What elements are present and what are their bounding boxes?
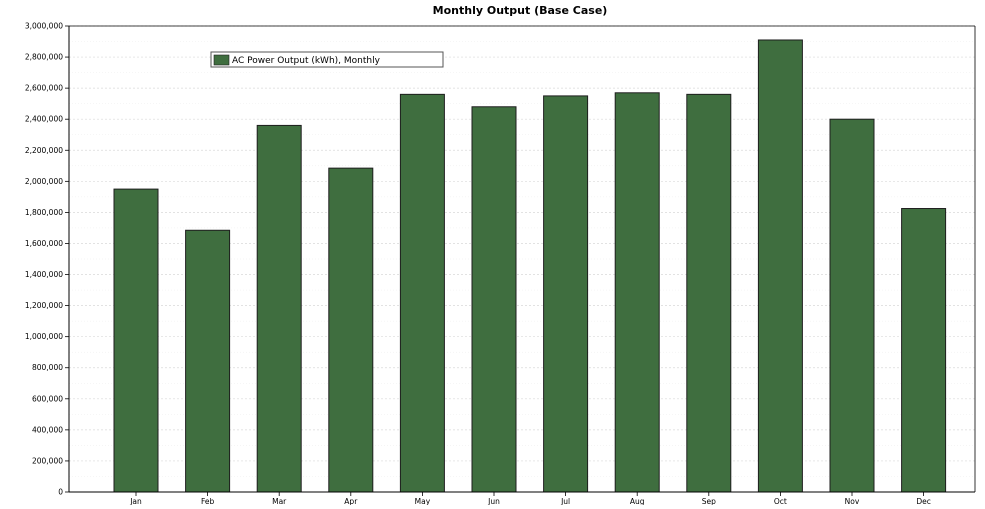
y-tick-label: 2,200,000 <box>25 146 63 155</box>
y-tick-label: 1,400,000 <box>25 270 63 279</box>
x-tick-label: Aug <box>630 497 645 505</box>
bar-jun <box>471 106 517 493</box>
bar-oct <box>757 39 803 493</box>
x-tick-label: Dec <box>916 497 931 505</box>
y-tick-label: 0 <box>58 488 63 497</box>
y-axis-ticks: 0 200,000 400,000 600,000 800,000 1,000,000 1,… <box>25 22 69 497</box>
y-tick-label: 600,000 <box>32 394 63 403</box>
x-axis-ticks: Jan Feb Mar Apr May Jun Jul Aug Sep Oct Nov Dec <box>129 492 931 506</box>
x-tick-label: Feb <box>201 497 215 505</box>
y-tick-label: 200,000 <box>32 456 63 465</box>
bar-jul <box>543 95 589 493</box>
bar-aug <box>614 92 660 493</box>
y-tick-label: 2,600,000 <box>25 84 63 93</box>
x-tick-label: Mar <box>272 497 287 505</box>
y-tick-label: 3,000,000 <box>25 22 63 31</box>
legend: AC Power Output (kWh), Monthly <box>210 51 444 68</box>
bar-feb <box>185 229 231 493</box>
legend-swatch <box>213 54 230 66</box>
x-tick-label: Sep <box>702 497 716 505</box>
y-tick-label: 800,000 <box>32 363 63 372</box>
y-tick-label: 1,800,000 <box>25 208 63 217</box>
axes <box>68 25 976 493</box>
bar-sep <box>686 93 732 493</box>
y-tick-label: 2,400,000 <box>25 115 63 124</box>
y-tick-label: 1,000,000 <box>25 332 63 341</box>
bar-dec <box>901 208 947 493</box>
bars <box>113 39 947 493</box>
x-tick-label: May <box>415 497 431 505</box>
y-tick-label: 2,000,000 <box>25 177 63 186</box>
bar-jan <box>113 188 159 493</box>
y-tick-label: 1,600,000 <box>25 239 63 248</box>
bar-nov <box>829 118 875 493</box>
x-tick-label: Jul <box>560 497 570 505</box>
y-tick-label: 400,000 <box>32 425 63 434</box>
x-tick-label: Oct <box>774 497 787 505</box>
x-tick-label: Apr <box>344 497 358 505</box>
x-tick-label: Jan <box>129 497 142 505</box>
legend-label: AC Power Output (kWh), Monthly <box>232 56 381 66</box>
bar-apr <box>328 167 374 493</box>
x-tick-label: Nov <box>845 497 860 505</box>
y-tick-label: 2,800,000 <box>25 53 63 62</box>
bar-may <box>399 93 445 493</box>
x-tick-label: Jun <box>487 497 500 505</box>
bar-mar <box>256 124 302 493</box>
legend-box <box>210 51 444 68</box>
y-tick-label: 1,200,000 <box>25 301 63 310</box>
chart-title: Monthly Output (Base Case) <box>433 4 608 17</box>
